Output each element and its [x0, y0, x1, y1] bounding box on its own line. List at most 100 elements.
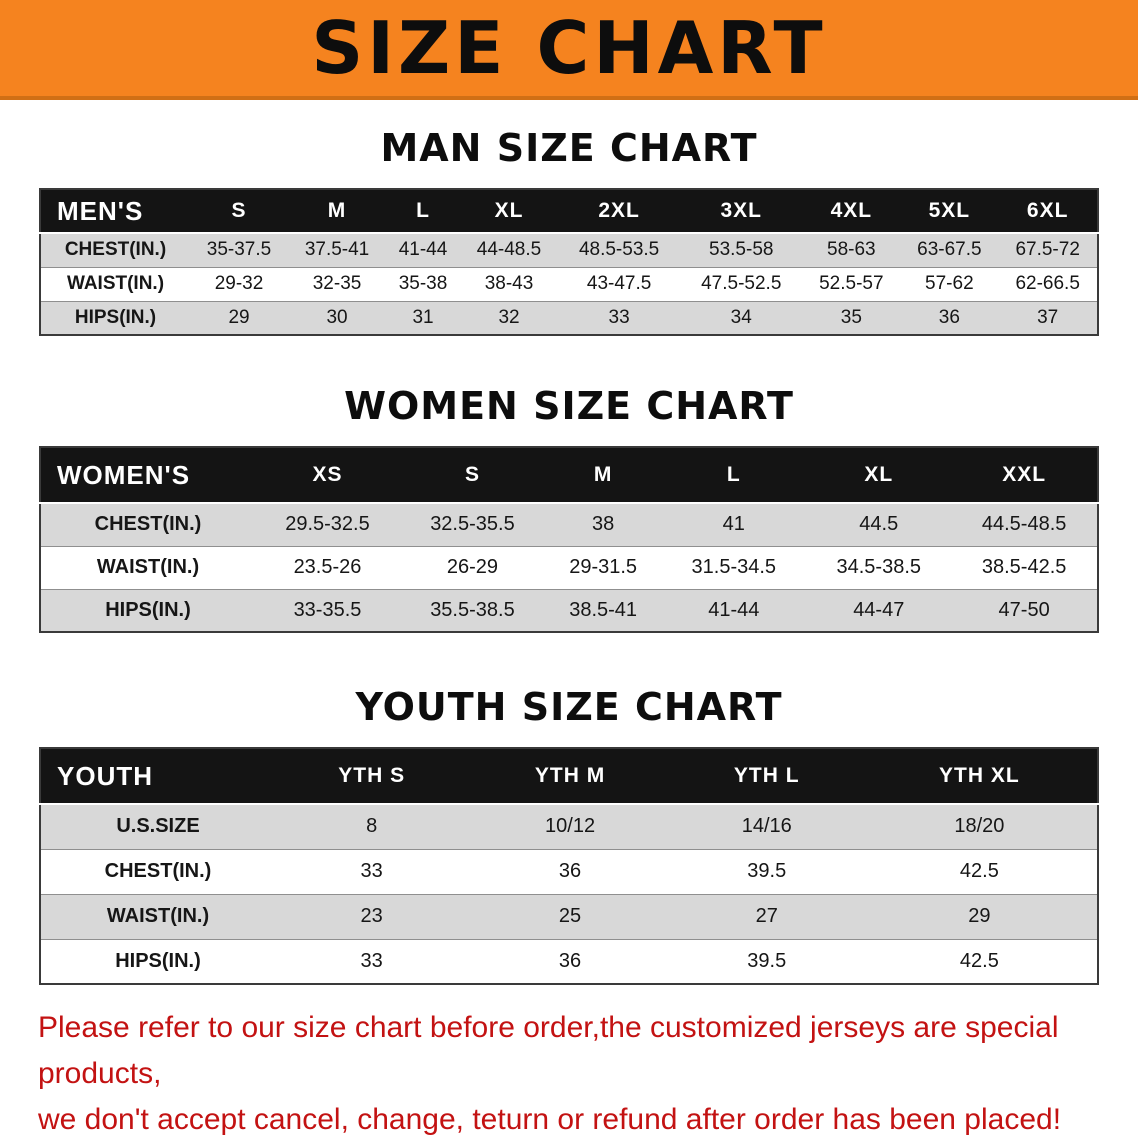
row-header: WAIST(IN.)	[40, 266, 190, 302]
table-corner-label: YOUTH	[40, 748, 275, 805]
row-header: CHEST(IN.)	[40, 232, 190, 268]
size-cell: 36	[468, 938, 672, 985]
size-cell: 41-44	[386, 232, 460, 268]
column-header: L	[386, 189, 460, 234]
size-cell: 35	[802, 300, 901, 336]
row-header: WAIST(IN.)	[40, 545, 255, 590]
size-cell: 38-43	[460, 266, 559, 302]
column-header: L	[661, 447, 807, 504]
size-cell: 44-47	[806, 588, 952, 633]
size-cell: 18/20	[861, 803, 1098, 850]
column-header: YTH L	[671, 748, 862, 805]
row-header: CHEST(IN.)	[40, 502, 255, 547]
size-cell: 8	[275, 803, 469, 850]
column-header: M	[544, 447, 662, 504]
youth-section-heading: YOUTH SIZE CHART	[355, 685, 783, 729]
size-cell: 58-63	[802, 232, 901, 268]
column-header: XL	[806, 447, 952, 504]
size-cell: 31.5-34.5	[661, 545, 807, 590]
column-header: XL	[460, 189, 559, 234]
size-cell: 33	[275, 848, 469, 895]
size-cell: 38.5-41	[544, 588, 662, 633]
size-cell: 36	[468, 848, 672, 895]
size-cell: 33	[275, 938, 469, 985]
size-cell: 62-66.5	[998, 266, 1098, 302]
size-cell: 41	[661, 502, 807, 547]
table-row: CHEST(IN.) 29.5-32.5 32.5-35.5 38 41 44.5 44.5…	[40, 502, 1098, 547]
size-cell: 29	[190, 300, 289, 336]
youth-size-table: YOUTH YTH S YTH M YTH L YTH XL U.S.SIZE 8 10/12…	[39, 747, 1099, 985]
size-cell: 52.5-57	[802, 266, 901, 302]
size-cell: 44.5-48.5	[951, 502, 1098, 547]
size-cell: 27	[671, 893, 862, 940]
size-cell: 47-50	[951, 588, 1098, 633]
women-section-heading: WOMEN SIZE CHART	[344, 384, 794, 428]
row-header: HIPS(IN.)	[40, 938, 275, 985]
table-row: WAIST(IN.) 23.5-26 26-29 29-31.5 31.5-34.5 34…	[40, 545, 1098, 590]
column-header: 5XL	[900, 189, 999, 234]
size-cell: 14/16	[671, 803, 862, 850]
men-size-section: MAN SIZE CHART MEN'S S M L XL 2XL 3XL 4XL 5XL 6XL…	[0, 126, 1138, 336]
table-corner-label: MEN'S	[40, 189, 190, 234]
size-cell: 67.5-72	[998, 232, 1098, 268]
table-header-row: WOMEN'S XS S M L XL XXL	[40, 447, 1098, 504]
table-row: WAIST(IN.) 29-32 32-35 35-38 38-43 43-47.5 47.…	[40, 266, 1098, 302]
size-cell: 41-44	[661, 588, 807, 633]
size-cell: 26-29	[399, 545, 545, 590]
table-header-row: YOUTH YTH S YTH M YTH L YTH XL	[40, 748, 1098, 805]
size-cell: 35.5-38.5	[399, 588, 545, 633]
size-cell: 35-37.5	[190, 232, 289, 268]
size-cell: 10/12	[468, 803, 672, 850]
size-cell: 29	[861, 893, 1098, 940]
table-row: HIPS(IN.) 33-35.5 35.5-38.5 38.5-41 41-44 44-…	[40, 588, 1098, 633]
size-cell: 48.5-53.5	[558, 232, 681, 268]
size-cell: 34	[680, 300, 803, 336]
size-cell: 25	[468, 893, 672, 940]
size-cell: 39.5	[671, 848, 862, 895]
size-cell: 35-38	[386, 266, 460, 302]
table-row: HIPS(IN.) 33 36 39.5 42.5	[40, 938, 1098, 985]
column-header: M	[288, 189, 387, 234]
size-cell: 33	[558, 300, 681, 336]
table-row: CHEST(IN.) 33 36 39.5 42.5	[40, 848, 1098, 895]
size-chart-banner: SIZE CHART	[0, 0, 1138, 100]
table-row: WAIST(IN.) 23 25 27 29	[40, 893, 1098, 940]
size-cell: 32	[460, 300, 559, 336]
size-cell: 47.5-52.5	[680, 266, 803, 302]
notice-line-2: we don't accept cancel, change, teturn o…	[38, 1103, 1062, 1136]
order-notice: Please refer to our size chart before or…	[38, 1005, 1138, 1143]
size-cell: 34.5-38.5	[806, 545, 952, 590]
row-header: WAIST(IN.)	[40, 893, 275, 940]
table-row: HIPS(IN.) 29 30 31 32 33 34 35 36 37	[40, 300, 1098, 336]
table-header-row: MEN'S S M L XL 2XL 3XL 4XL 5XL 6XL	[40, 189, 1098, 234]
size-cell: 32-35	[288, 266, 387, 302]
page-title: SIZE CHART	[311, 6, 827, 90]
table-corner-label: WOMEN'S	[40, 447, 255, 504]
column-header: 3XL	[680, 189, 803, 234]
size-cell: 42.5	[861, 848, 1098, 895]
row-header: HIPS(IN.)	[40, 588, 255, 633]
row-header: U.S.SIZE	[40, 803, 275, 850]
notice-line-1: Please refer to our size chart before or…	[38, 1011, 1059, 1090]
size-cell: 57-62	[900, 266, 999, 302]
table-row: CHEST(IN.) 35-37.5 37.5-41 41-44 44-48.5 48.5…	[40, 232, 1098, 268]
size-cell: 38.5-42.5	[951, 545, 1098, 590]
row-header: CHEST(IN.)	[40, 848, 275, 895]
size-cell: 42.5	[861, 938, 1098, 985]
men-section-heading: MAN SIZE CHART	[380, 126, 758, 170]
size-cell: 29.5-32.5	[255, 502, 400, 547]
size-cell: 39.5	[671, 938, 862, 985]
size-cell: 37	[998, 300, 1098, 336]
size-cell: 29-32	[190, 266, 289, 302]
size-cell: 31	[386, 300, 460, 336]
youth-size-section: YOUTH SIZE CHART YOUTH YTH S YTH M YTH L YTH…	[0, 685, 1138, 985]
size-cell: 53.5-58	[680, 232, 803, 268]
column-header: XS	[255, 447, 400, 504]
size-cell: 44-48.5	[460, 232, 559, 268]
women-size-table: WOMEN'S XS S M L XL XXL CHEST(IN.) 29.5-32.5 32.5…	[39, 446, 1099, 633]
size-cell: 36	[900, 300, 999, 336]
size-cell: 23.5-26	[255, 545, 400, 590]
men-size-table: MEN'S S M L XL 2XL 3XL 4XL 5XL 6XL CHEST(IN.) 35-37…	[39, 188, 1099, 336]
column-header: S	[399, 447, 545, 504]
